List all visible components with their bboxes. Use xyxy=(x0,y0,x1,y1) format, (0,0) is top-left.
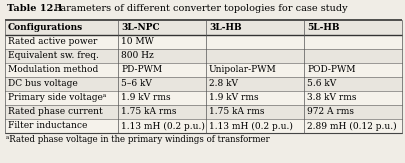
Text: Table 12.1: Table 12.1 xyxy=(7,4,63,13)
Text: 1.75 kA rms: 1.75 kA rms xyxy=(209,108,264,117)
Text: 5–6 kV: 5–6 kV xyxy=(121,80,151,89)
Text: Modulation method: Modulation method xyxy=(8,66,98,74)
Text: 2.89 mH (0.12 p.u.): 2.89 mH (0.12 p.u.) xyxy=(306,121,396,131)
Bar xyxy=(5,35,401,49)
Text: 1.13 mH (0.2 p.u.): 1.13 mH (0.2 p.u.) xyxy=(121,121,205,131)
Text: 10 MW: 10 MW xyxy=(121,37,153,46)
Text: DC bus voltage: DC bus voltage xyxy=(8,80,78,89)
Text: Parameters of different converter topologies for case study: Parameters of different converter topolo… xyxy=(51,4,347,13)
Bar xyxy=(5,77,401,91)
Bar xyxy=(5,119,401,133)
Text: Configurations: Configurations xyxy=(8,23,83,32)
Text: Rated active power: Rated active power xyxy=(8,37,97,46)
Text: 1.9 kV rms: 1.9 kV rms xyxy=(209,94,258,103)
Text: 1.13 mH (0.2 p.u.): 1.13 mH (0.2 p.u.) xyxy=(209,121,292,131)
Text: 800 Hz: 800 Hz xyxy=(121,52,153,60)
Text: 3.8 kV rms: 3.8 kV rms xyxy=(306,94,356,103)
Text: Primary side voltageᵃ: Primary side voltageᵃ xyxy=(8,94,106,103)
Text: Equivalent sw. freq.: Equivalent sw. freq. xyxy=(8,52,99,60)
Bar xyxy=(5,63,401,77)
Text: 972 A rms: 972 A rms xyxy=(306,108,353,117)
Text: 5L-HB: 5L-HB xyxy=(306,23,339,32)
Text: POD-PWM: POD-PWM xyxy=(306,66,355,74)
Text: Unipolar-PWM: Unipolar-PWM xyxy=(209,66,276,74)
Text: Rated phase current: Rated phase current xyxy=(8,108,102,117)
Text: Filter inductance: Filter inductance xyxy=(8,121,87,131)
Bar xyxy=(5,49,401,63)
Bar xyxy=(5,105,401,119)
Text: PD-PWM: PD-PWM xyxy=(121,66,162,74)
Text: 1.9 kV rms: 1.9 kV rms xyxy=(121,94,170,103)
Text: 3L-HB: 3L-HB xyxy=(209,23,241,32)
Text: 2.8 kV: 2.8 kV xyxy=(209,80,237,89)
Text: 5.6 kV: 5.6 kV xyxy=(306,80,335,89)
Text: ᵃRated phase voltage in the primary windings of transformer: ᵃRated phase voltage in the primary wind… xyxy=(6,135,269,144)
Bar xyxy=(5,20,401,35)
Text: 3L-NPC: 3L-NPC xyxy=(121,23,159,32)
Text: 1.75 kA rms: 1.75 kA rms xyxy=(121,108,176,117)
Bar xyxy=(5,91,401,105)
